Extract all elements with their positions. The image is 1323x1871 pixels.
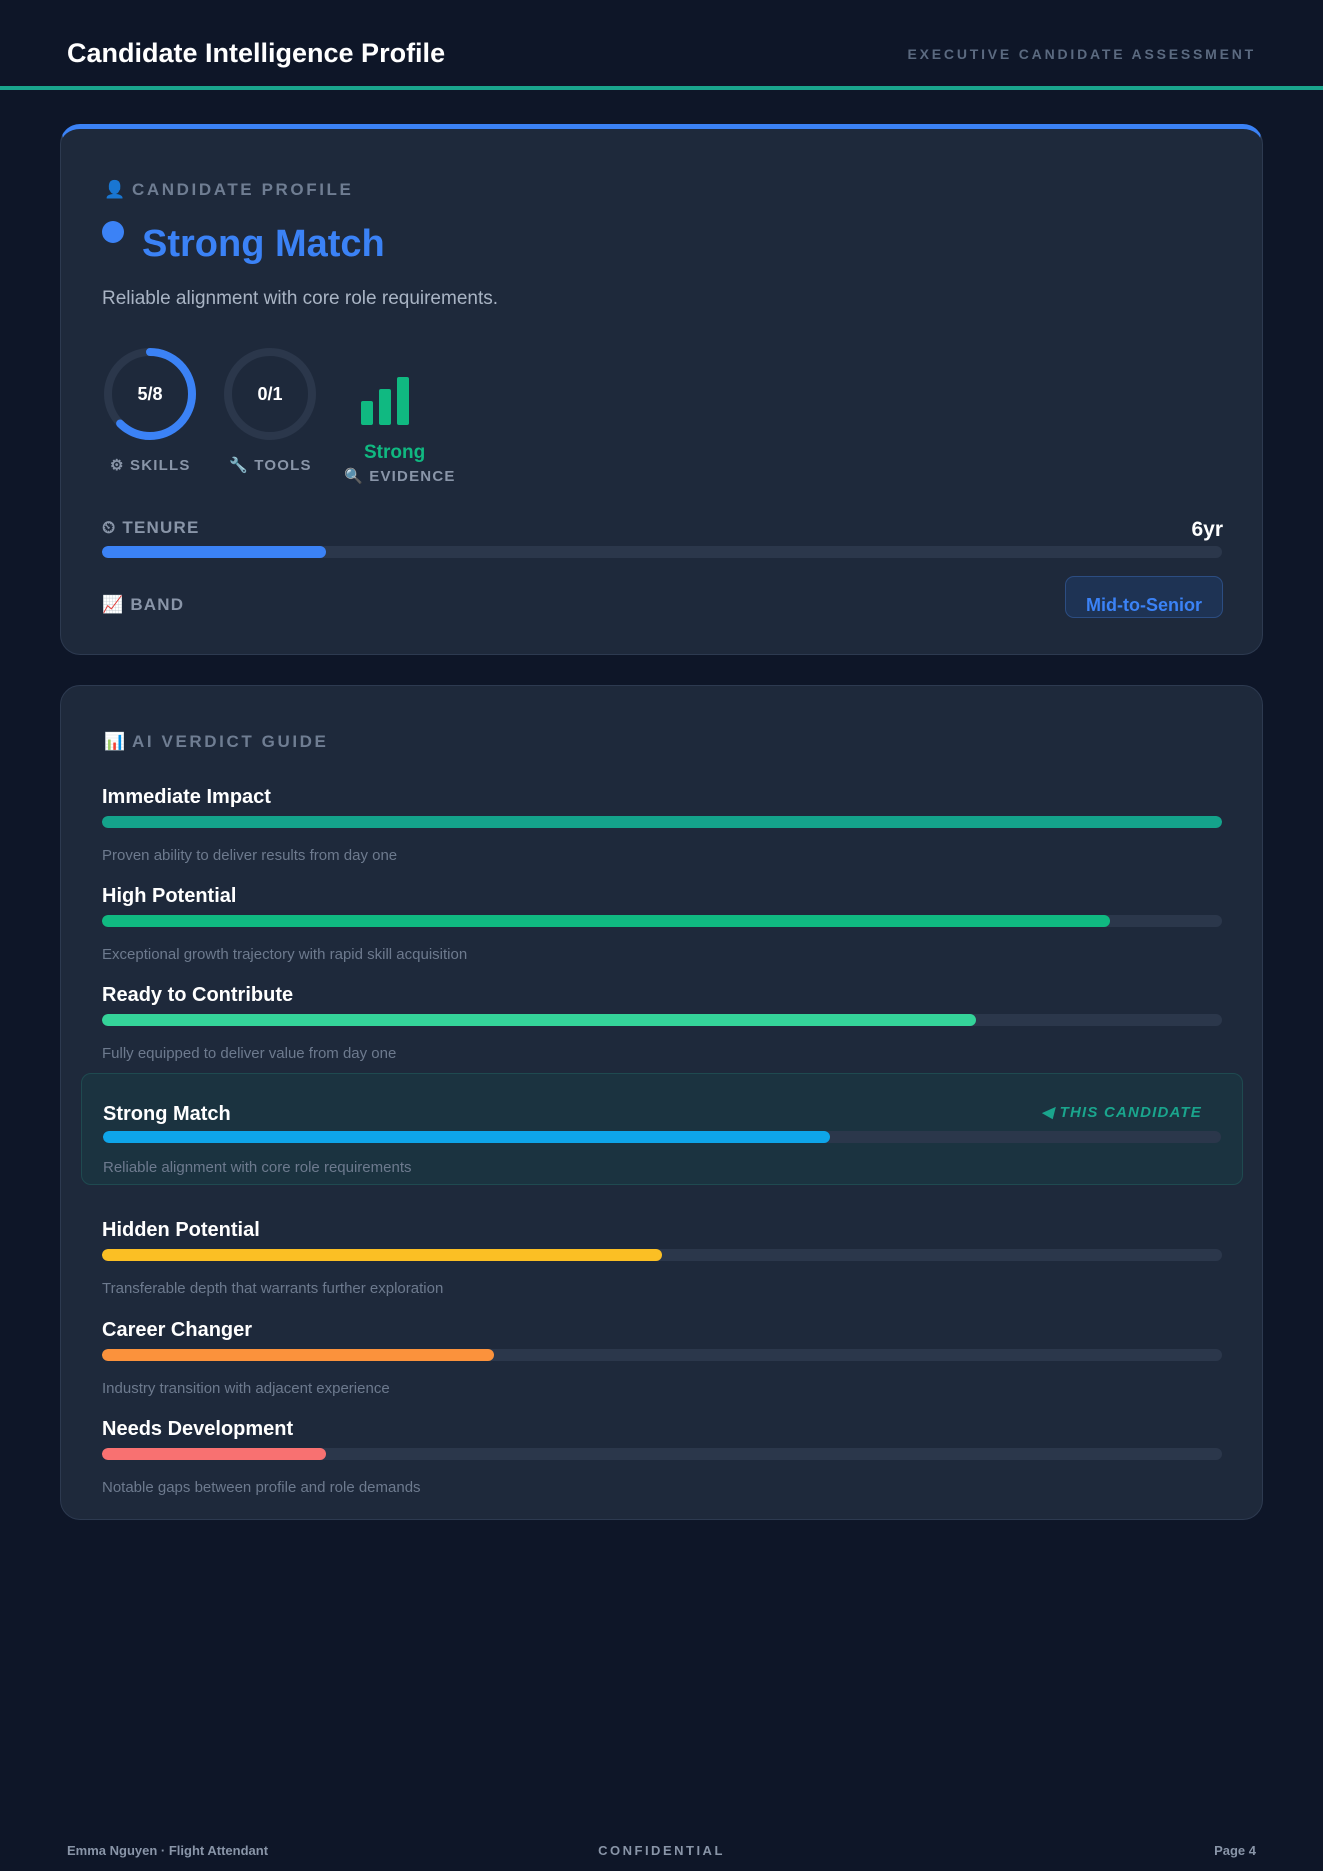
verdict-bar — [102, 1349, 1222, 1361]
skills-ring: 5/8 — [102, 346, 198, 442]
verdict-description: Reliable alignment with core role requir… — [102, 288, 499, 309]
tools-value: 0/1 — [257, 384, 283, 404]
verdict-dot — [102, 221, 124, 243]
tools-ring: 0/1 — [222, 346, 318, 442]
tenure-label: ⏲ TENURE — [102, 518, 200, 538]
page-title: Candidate Intelligence Profile — [67, 38, 446, 68]
verdict-bar-fill — [103, 1131, 830, 1143]
page-subtitle: EXECUTIVE CANDIDATE ASSESSMENT — [907, 46, 1256, 62]
verdict-name: Career Changer — [102, 1319, 253, 1341]
verdict-name: Immediate Impact — [102, 786, 271, 808]
skills-ring-graphic — [104, 348, 196, 440]
verdict-section-label-text: AI VERDICT GUIDE — [132, 732, 329, 751]
verdict-bar-fill — [102, 1014, 976, 1026]
tools-ring-graphic — [224, 348, 316, 440]
verdict-description: Reliable alignment with core role requir… — [103, 1159, 412, 1176]
footer-candidate: Emma Nguyen · Flight Attendant — [67, 1843, 269, 1858]
candidate-profile-card: 👤 CANDIDATE PROFILE Strong Match Reliable… — [60, 124, 1263, 655]
verdict-bar — [103, 1131, 1221, 1143]
footer-confidential: CONFIDENTIAL — [598, 1843, 725, 1858]
tools-label: 🔧 TOOLS — [229, 456, 312, 474]
verdict-bar-fill — [102, 915, 1110, 927]
verdict-bar — [102, 1249, 1222, 1261]
verdict-description: Proven ability to deliver results from d… — [102, 847, 398, 864]
profile-section-label-text: CANDIDATE PROFILE — [132, 180, 354, 199]
tools-label-text: TOOLS — [254, 457, 312, 474]
signal-bar-2 — [379, 389, 391, 425]
verdict-name: Strong Match — [103, 1103, 231, 1125]
verdict-title: Strong Match — [142, 223, 385, 265]
verdict-description: Transferable depth that warrants further… — [102, 1280, 444, 1297]
skills-label: ⚙ SKILLS — [110, 456, 191, 474]
verdict-name: High Potential — [102, 885, 237, 907]
verdict-bar — [102, 816, 1222, 828]
verdict-bar-fill — [102, 816, 1222, 828]
current-verdict-highlight — [81, 1073, 1243, 1185]
verdict-bar — [102, 1014, 1222, 1026]
signal-bar-3 — [397, 377, 409, 425]
gear-icon: ⚙ — [110, 457, 125, 474]
chart-up-icon: 📈 — [102, 595, 125, 614]
skills-value: 5/8 — [137, 384, 163, 404]
verdict-name: Ready to Contribute — [102, 984, 294, 1006]
verdict-bar-fill — [102, 1448, 326, 1460]
bar-chart-icon: 📊 — [104, 732, 126, 751]
verdict-bar-fill — [102, 1349, 494, 1361]
verdict-description: Fully equipped to deliver value from day… — [102, 1045, 397, 1062]
page-header: Candidate Intelligence Profile EXECUTIVE… — [0, 0, 1323, 90]
evidence-label-text: EVIDENCE — [369, 468, 456, 485]
verdict-name: Hidden Potential — [102, 1219, 260, 1241]
profile-section-label: 👤 CANDIDATE PROFILE — [104, 180, 353, 200]
tenure-value: 6yr — [1191, 518, 1223, 541]
verdict-description: Exceptional growth trajectory with rapid… — [102, 946, 468, 963]
verdict-bar — [102, 915, 1222, 927]
clock-icon: ⏲ — [102, 518, 117, 537]
tenure-bar — [102, 546, 1222, 558]
person-icon: 👤 — [104, 180, 126, 199]
band-badge: Mid-to-Senior — [1065, 576, 1223, 618]
tenure-label-text: TENURE — [122, 518, 200, 537]
skills-label-text: SKILLS — [130, 457, 191, 474]
verdict-name: Needs Development — [102, 1418, 294, 1440]
magnifier-icon: 🔍 — [344, 468, 364, 485]
verdict-bar — [102, 1448, 1222, 1460]
evidence-label: 🔍 EVIDENCE — [344, 467, 456, 485]
verdict-description: Industry transition with adjacent experi… — [102, 1380, 390, 1397]
verdict-bar-fill — [102, 1249, 662, 1261]
signal-bar-1 — [361, 401, 373, 425]
wrench-icon: 🔧 — [229, 457, 249, 474]
tenure-bar-fill — [102, 546, 326, 558]
signal-bars-icon — [361, 377, 413, 425]
verdict-description: Notable gaps between profile and role de… — [102, 1479, 421, 1496]
verdict-guide-card: 📊 AI VERDICT GUIDE Immediate Impact Prove… — [60, 685, 1263, 1520]
tools-ring-track — [224, 348, 316, 440]
band-label-text: BAND — [130, 595, 185, 614]
skills-ring-progress — [104, 348, 196, 440]
footer-page-number: Page 4 — [1214, 1843, 1256, 1858]
verdict-section-label: 📊 AI VERDICT GUIDE — [104, 732, 329, 752]
this-candidate-marker: ◀ THIS CANDIDATE — [1041, 1104, 1202, 1121]
band-label: 📈 BAND — [102, 595, 184, 615]
evidence-strength: Strong — [364, 442, 426, 463]
